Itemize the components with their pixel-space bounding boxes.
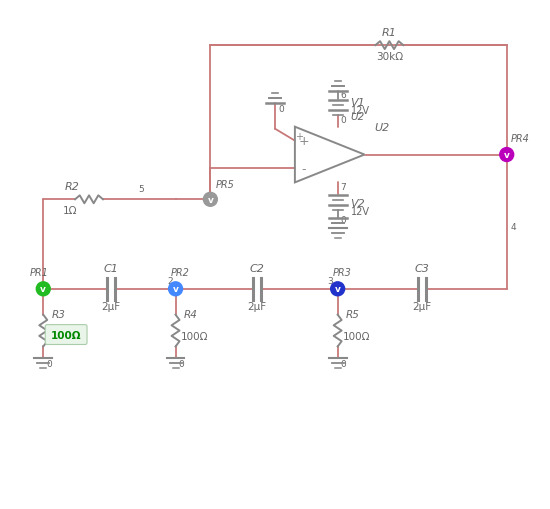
- Text: 0: 0: [340, 360, 346, 369]
- Text: v: v: [504, 151, 510, 160]
- Circle shape: [331, 282, 345, 296]
- Text: 100Ω: 100Ω: [343, 331, 370, 341]
- Text: R1: R1: [382, 28, 397, 38]
- Text: 12V: 12V: [350, 207, 370, 217]
- Text: +: +: [299, 135, 309, 148]
- Text: v: v: [335, 285, 340, 294]
- Text: PR1: PR1: [29, 267, 48, 277]
- Text: C2: C2: [250, 263, 265, 273]
- Text: R2: R2: [65, 182, 80, 192]
- FancyBboxPatch shape: [45, 325, 87, 345]
- Text: v: v: [173, 285, 179, 294]
- Text: 3: 3: [328, 276, 333, 285]
- Text: 2: 2: [168, 276, 173, 285]
- Circle shape: [36, 282, 50, 296]
- Text: 2μF: 2μF: [101, 301, 120, 311]
- Text: 100Ω: 100Ω: [180, 331, 208, 341]
- Text: 0: 0: [46, 360, 52, 369]
- Text: 6: 6: [340, 91, 346, 100]
- Text: 2μF: 2μF: [248, 301, 267, 311]
- Text: 12V: 12V: [350, 105, 370, 116]
- Text: 0: 0: [278, 104, 284, 114]
- Text: +: +: [295, 131, 303, 142]
- Text: 0: 0: [340, 216, 346, 225]
- Text: 4: 4: [511, 223, 516, 232]
- Text: U2: U2: [350, 111, 365, 122]
- Text: PR2: PR2: [170, 267, 189, 277]
- Text: 1Ω: 1Ω: [63, 206, 78, 216]
- Text: R4: R4: [184, 309, 197, 319]
- Text: 0: 0: [340, 116, 346, 125]
- Text: R5: R5: [345, 309, 360, 319]
- Text: V1: V1: [350, 98, 365, 107]
- Text: 30kΩ: 30kΩ: [376, 52, 403, 62]
- Text: 2μF: 2μF: [412, 301, 432, 311]
- Text: V2: V2: [350, 199, 365, 209]
- Text: -: -: [301, 163, 306, 176]
- Text: 7: 7: [340, 183, 346, 192]
- Text: v: v: [40, 285, 46, 294]
- Text: 100Ω: 100Ω: [51, 330, 82, 340]
- Text: 5: 5: [139, 185, 145, 194]
- Text: R3: R3: [51, 309, 65, 319]
- Text: PR4: PR4: [511, 133, 530, 144]
- Circle shape: [500, 148, 514, 162]
- Text: U2: U2: [375, 123, 390, 132]
- Text: PR5: PR5: [216, 180, 234, 190]
- Text: C1: C1: [103, 263, 118, 273]
- Text: 0: 0: [179, 360, 184, 369]
- Text: C3: C3: [415, 263, 430, 273]
- Circle shape: [169, 282, 183, 296]
- Text: PR3: PR3: [333, 267, 351, 277]
- Text: v: v: [207, 195, 213, 205]
- Circle shape: [204, 193, 217, 207]
